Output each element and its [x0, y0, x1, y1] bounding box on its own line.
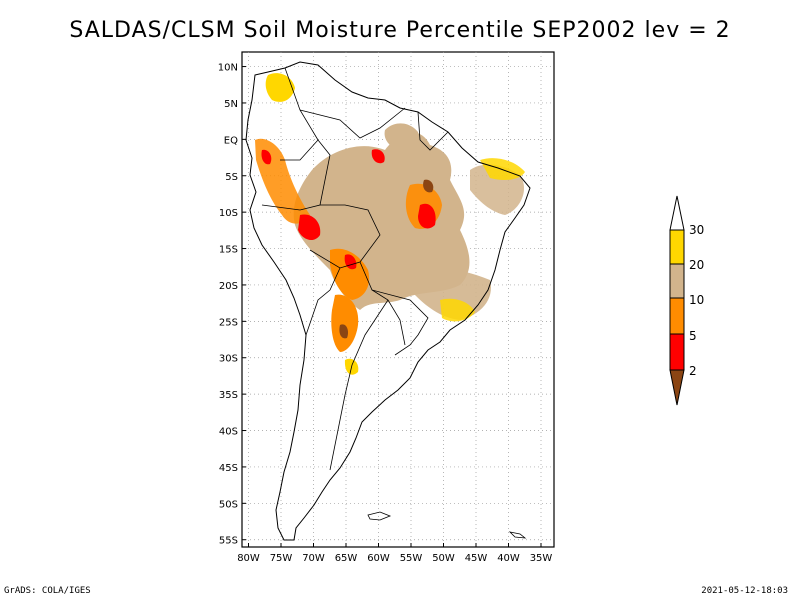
shade-red-1	[298, 214, 321, 241]
shade-tan-guiana	[384, 123, 419, 151]
shade-red-2	[418, 203, 436, 229]
country-borders	[261, 67, 449, 471]
lon-label: 75W	[270, 553, 293, 564]
lon-label: 70W	[302, 553, 325, 564]
falklands-outline	[367, 511, 392, 521]
lat-label: 40S	[219, 427, 238, 438]
colorbar-legend: 30 20 10 5 2	[669, 195, 704, 406]
lat-label: 45S	[219, 463, 238, 474]
shade-brown-1	[423, 179, 434, 193]
lat-label: 5S	[225, 172, 238, 183]
footer-credit: GrADS: COLA/IGES	[4, 586, 91, 596]
legend-10-20	[669, 263, 685, 299]
shade-orange-chaco	[331, 294, 359, 352]
shade-brown-2	[339, 324, 349, 339]
latitude-labels: 10N 5N EQ 5S 10S 15S 20S 25S 30S 35S 40S 45S 50S 55S	[218, 63, 238, 547]
lat-label: 50S	[219, 499, 238, 510]
lat-label: 20S	[219, 281, 238, 292]
lon-label: 35W	[530, 553, 553, 564]
legend-above30	[669, 195, 685, 231]
shade-orange-central	[330, 248, 370, 300]
lat-label: 5N	[224, 99, 238, 110]
lon-label: 60W	[367, 553, 390, 564]
map-title: SALDAS/CLSM Soil Moisture Percentile SEP…	[69, 18, 731, 43]
lat-label: EQ	[224, 135, 238, 146]
legend-label-30: 30	[689, 223, 704, 237]
shade-yellow-ne	[480, 158, 525, 180]
legend-label-10: 10	[689, 293, 704, 307]
south-georgia-outline	[508, 531, 527, 539]
footer-timestamp: 2021-05-12-18:03	[701, 586, 788, 596]
shade-red-4	[371, 149, 385, 164]
shade-yellow-se	[440, 298, 475, 322]
lon-label: 40W	[497, 553, 520, 564]
shade-yellow-north	[265, 73, 295, 102]
south-america-outline	[245, 61, 531, 541]
lat-label: 10S	[219, 208, 238, 219]
lat-label: 55S	[219, 536, 238, 547]
lat-label: 10N	[218, 63, 238, 74]
legend-2-5	[669, 333, 685, 371]
percentile-shading	[255, 73, 525, 375]
shade-red-5	[261, 149, 272, 165]
lat-label: 30S	[219, 354, 238, 365]
legend-5-10	[669, 297, 685, 335]
legend-label-5: 5	[689, 329, 697, 343]
lon-label: 65W	[335, 553, 358, 564]
legend-label-2: 2	[689, 364, 697, 378]
lon-label: 50W	[432, 553, 455, 564]
lon-label: 45W	[465, 553, 488, 564]
lat-label: 25S	[219, 317, 238, 328]
lat-label: 15S	[219, 245, 238, 256]
legend-20-30	[669, 229, 685, 265]
lat-label: 35S	[219, 390, 238, 401]
longitude-labels: 80W 75W 70W 65W 60W 55W 50W 45W 40W 35W	[237, 553, 552, 564]
lon-label: 80W	[237, 553, 260, 564]
legend-below2	[669, 369, 685, 406]
shade-tan-south	[415, 268, 491, 320]
legend-label-20: 20	[689, 258, 704, 272]
lon-label: 55W	[400, 553, 423, 564]
